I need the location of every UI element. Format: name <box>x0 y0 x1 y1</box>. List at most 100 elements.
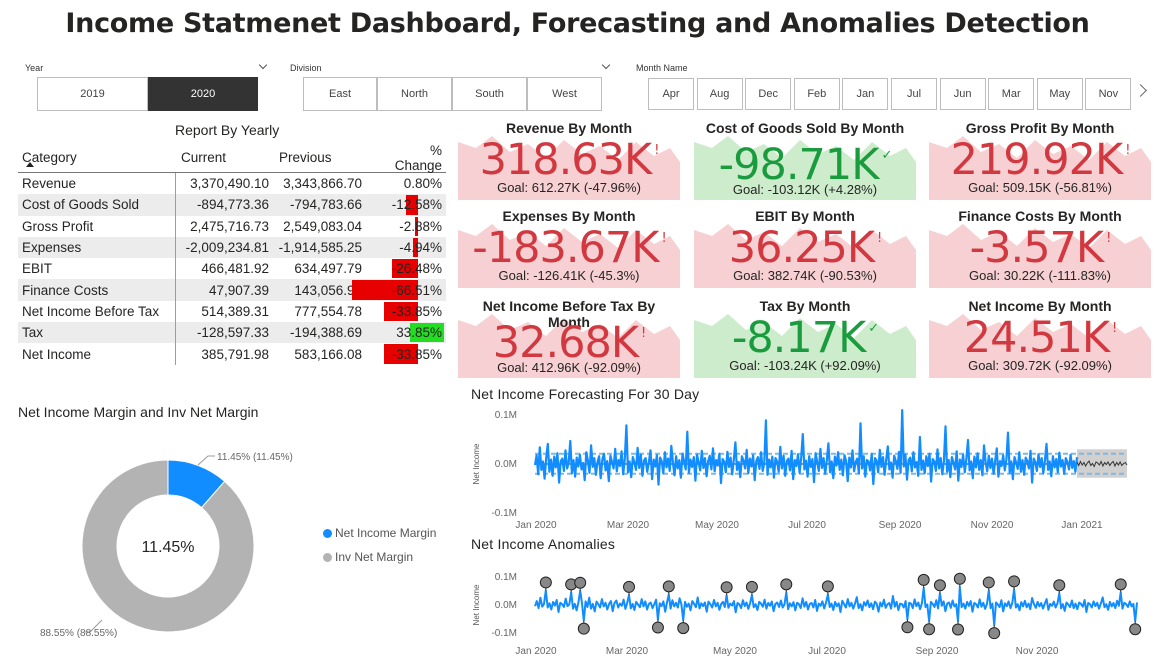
anomaly-marker[interactable] <box>539 576 552 591</box>
anomaly-marker[interactable] <box>623 580 636 595</box>
row-category: Expenses <box>22 240 82 256</box>
month-option-aug[interactable]: Aug <box>696 78 743 110</box>
month-option-feb[interactable]: Feb <box>793 78 840 110</box>
change-bar <box>405 195 418 215</box>
x-tick-label: May 2020 <box>713 646 757 657</box>
year-slicer-label: Year <box>25 63 44 73</box>
anomaly-marker[interactable] <box>952 621 965 636</box>
kpi-title: Finance Costs By Month <box>958 208 1122 224</box>
kpi-goal: Goal: 30.22K (-111.83%) <box>969 268 1111 283</box>
anomaly-marker[interactable] <box>917 573 930 588</box>
legend-item-net-income-margin[interactable]: Net Income Margin <box>323 526 436 540</box>
kpi-title: Tax By Month <box>759 298 851 314</box>
row-previous: 634,497.79 <box>294 261 362 277</box>
kpi-card[interactable]: Revenue By Month 318.63K! Goal: 612.27K (-… <box>458 118 680 200</box>
anomaly-marker[interactable] <box>923 621 936 636</box>
row-previous: 583,166.08 <box>294 346 362 362</box>
kpi-title: Revenue By Month <box>505 120 632 136</box>
kpi-card[interactable]: Finance Costs By Month -3.57K! Goal: 30.22… <box>929 206 1151 288</box>
exclamation-icon: ! <box>654 143 659 158</box>
month-option-apr[interactable]: Apr <box>648 78 694 110</box>
anomaly-marker[interactable] <box>577 620 590 635</box>
table-row[interactable]: Tax -128,597.33 -194,388.69 33.85% <box>18 322 446 344</box>
division-option-north[interactable]: North <box>377 77 452 111</box>
division-option-east[interactable]: East <box>303 77 377 111</box>
table-row[interactable]: EBIT 466,481.92 634,497.79 -26.48% <box>18 258 446 280</box>
kpi-goal: Goal: -103.24K (+92.09%) <box>729 358 881 373</box>
legend-item-inv-net-margin[interactable]: Inv Net Margin <box>323 550 413 564</box>
kpi-card[interactable]: Gross Profit By Month 219.92K! Goal: 509.1… <box>929 118 1151 200</box>
forecast-series[interactable] <box>1076 460 1128 468</box>
change-value: -26.48% <box>391 261 442 277</box>
month-option-mar[interactable]: Mar <box>988 78 1035 110</box>
x-tick-label: Jan 2021 <box>1061 520 1103 531</box>
kpi-goal: Goal: -126.41K (-45.3%) <box>498 268 640 283</box>
anomaly-marker[interactable] <box>821 580 834 595</box>
kpi-card[interactable]: Net Income By Month 24.51K! Goal: 309.72K … <box>929 296 1151 378</box>
anomaly-marker[interactable] <box>1008 575 1021 590</box>
net-income-series[interactable] <box>533 408 1079 486</box>
anomaly-marker[interactable] <box>933 579 946 594</box>
x-tick-label: Nov 2020 <box>1016 646 1059 657</box>
table-row[interactable]: Expenses -2,009,234.81 -1,914,585.25 -4.94% <box>18 236 446 259</box>
net-income-series[interactable] <box>534 585 1138 627</box>
kpi-card[interactable]: Expenses By Month -183.67K! Goal: -126.41K… <box>458 206 680 288</box>
row-current: 2,475,716.73 <box>175 215 273 237</box>
row-current: -2,009,234.81 <box>175 236 273 259</box>
header-category[interactable]: Category <box>18 150 175 167</box>
month-option-jun[interactable]: Jun <box>939 78 986 110</box>
year-chevron-down-icon[interactable] <box>258 60 268 70</box>
anomaly-marker[interactable] <box>574 576 587 591</box>
row-change: -66.51% <box>352 279 446 300</box>
anomaly-marker[interactable] <box>982 576 995 591</box>
header-change[interactable]: % Change <box>394 142 442 173</box>
anomaly-marker[interactable] <box>953 572 966 587</box>
header-previous[interactable]: Previous <box>279 150 332 165</box>
legend-dot-gray <box>323 552 332 562</box>
kpi-value-text: -3.57K <box>969 223 1104 273</box>
anomaly-marker[interactable] <box>780 578 793 593</box>
month-option-jan[interactable]: Jan <box>842 78 889 110</box>
table-row[interactable]: Finance Costs 47,907.39 143,056.98 -66.51% <box>18 279 446 301</box>
kpi-value: -3.57K! <box>929 223 1151 273</box>
kpi-card[interactable]: Tax By Month -8.17K ✓ Goal: -103.24K (+92.0… <box>694 296 916 378</box>
anomaly-marker[interactable] <box>988 625 1001 640</box>
month-option-may[interactable]: May <box>1036 78 1083 110</box>
anomaly-marker[interactable] <box>720 581 733 596</box>
table-row[interactable]: Net Income Before Tax 514,389.31 777,554.7… <box>18 300 446 323</box>
table-row[interactable]: Net Income 385,791.98 583,166.08 -33.85% <box>18 343 446 365</box>
anomaly-marker[interactable] <box>1053 579 1066 594</box>
anomaly-marker[interactable] <box>677 620 690 635</box>
year-option-2019[interactable]: 2019 <box>37 77 148 111</box>
anomaly-marker[interactable] <box>745 580 758 595</box>
month-option-dec[interactable]: Dec <box>745 78 792 110</box>
anomaly-marker[interactable] <box>651 619 664 634</box>
change-bar <box>415 216 418 236</box>
exclamation-icon: ! <box>877 231 882 246</box>
change-bar <box>352 280 418 300</box>
kpi-card[interactable]: Net Income Before Tax By Month 32.68K! Goa… <box>458 296 680 378</box>
year-option-2020[interactable]: 2020 <box>148 77 258 111</box>
anomaly-marker[interactable] <box>901 619 914 634</box>
table-row[interactable]: Revenue 3,370,490.10 3,343,866.70 0.80% <box>18 173 446 195</box>
month-next-arrow-icon[interactable] <box>1134 84 1147 97</box>
x-tick-label: Jul 2020 <box>808 646 846 657</box>
anomaly-marker[interactable] <box>1129 621 1142 636</box>
row-category: Net Income <box>22 346 92 362</box>
month-option-nov[interactable]: Nov <box>1085 78 1132 110</box>
anomaly-marker[interactable] <box>662 580 675 595</box>
kpi-card[interactable]: Cost of Goods Sold By Month -98.71K ✓ Goal:… <box>694 118 916 200</box>
division-option-south[interactable]: South <box>452 77 527 111</box>
division-option-west[interactable]: West <box>527 77 602 111</box>
row-category: Cost of Goods Sold <box>22 197 140 213</box>
donut-slice-1[interactable] <box>81 459 255 633</box>
table-row[interactable]: Gross Profit 2,475,716.73 2,549,083.04 -2.8… <box>18 215 446 237</box>
division-chevron-down-icon[interactable] <box>601 60 611 70</box>
header-current[interactable]: Current <box>181 150 227 165</box>
kpi-card[interactable]: EBIT By Month 36.25K! Goal: 382.74K (-90.5… <box>694 206 916 288</box>
month-option-jul[interactable]: Jul <box>891 78 937 110</box>
anomaly-marker[interactable] <box>1114 578 1127 593</box>
table-row[interactable]: Cost of Goods Sold -894,773.36 -794,783.66… <box>18 194 446 216</box>
table-title: Report By Yearly <box>175 122 280 138</box>
row-category: EBIT <box>22 261 53 277</box>
